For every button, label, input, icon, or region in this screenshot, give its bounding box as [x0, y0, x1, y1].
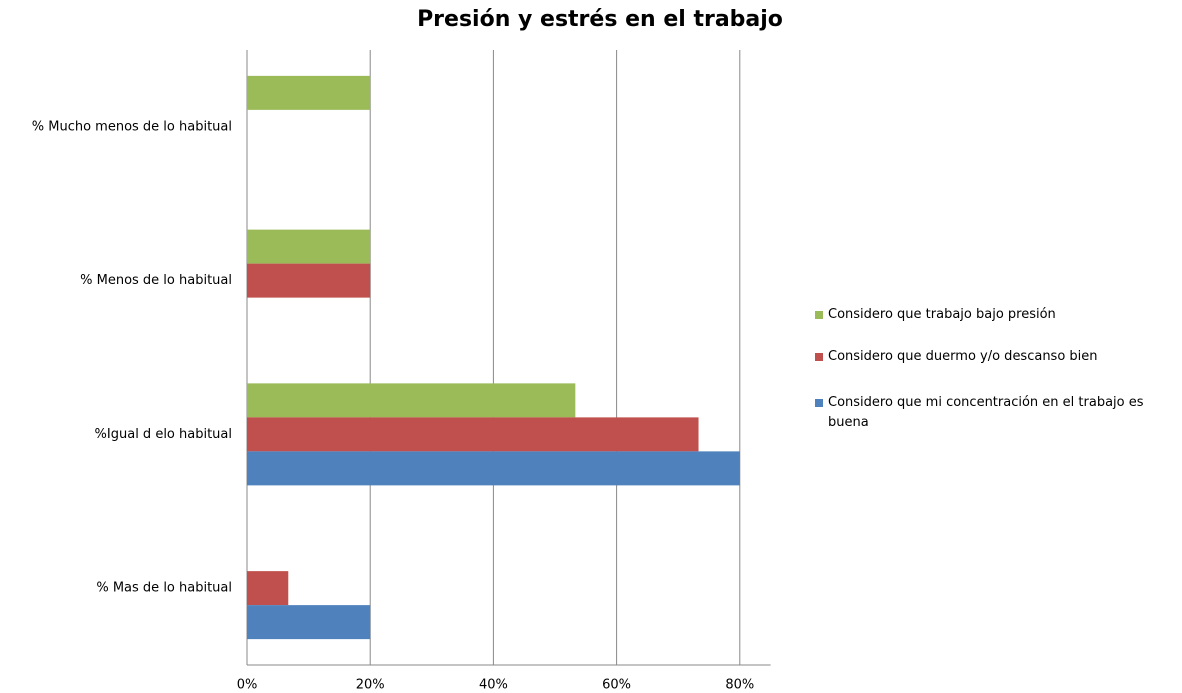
legend-swatch: [815, 311, 823, 319]
legend-label: Considero que trabajo bajo presión: [828, 307, 1056, 322]
bar: [247, 263, 371, 298]
bar: [247, 417, 699, 452]
bar: [247, 571, 289, 606]
bar: [247, 451, 740, 486]
x-tick-label: 20%: [356, 678, 385, 693]
legend-label: Considero que duermo y/o descanso bien: [828, 349, 1098, 364]
x-tick-label: 40%: [479, 678, 508, 693]
legend-swatch: [815, 399, 823, 407]
y-tick-label: % Mucho menos de lo habitual: [32, 119, 232, 134]
y-tick-label: %Igual d elo habitual: [95, 427, 232, 442]
legend-label: Considero que mi concentración en el tra…: [828, 395, 1144, 430]
legend-entry: Considero que duermo y/o descanso bien: [828, 349, 1098, 364]
bar: [247, 605, 371, 640]
bar: [247, 229, 371, 264]
legend-swatch: [815, 353, 823, 361]
x-tick-label: 80%: [725, 678, 754, 693]
x-tick-label: 60%: [602, 678, 631, 693]
legend-entry: Considero que trabajo bajo presión: [828, 307, 1056, 322]
legend-entry: Considero que mi concentración en el tra…: [828, 395, 1144, 430]
bar: [247, 383, 576, 418]
x-tick-label: 0%: [237, 678, 258, 693]
chart-title: Presión y estrés en el trabajo: [417, 7, 783, 32]
y-tick-label: % Mas de lo habitual: [96, 581, 232, 596]
bar: [247, 75, 371, 110]
y-tick-label: % Menos de lo habitual: [80, 273, 232, 288]
